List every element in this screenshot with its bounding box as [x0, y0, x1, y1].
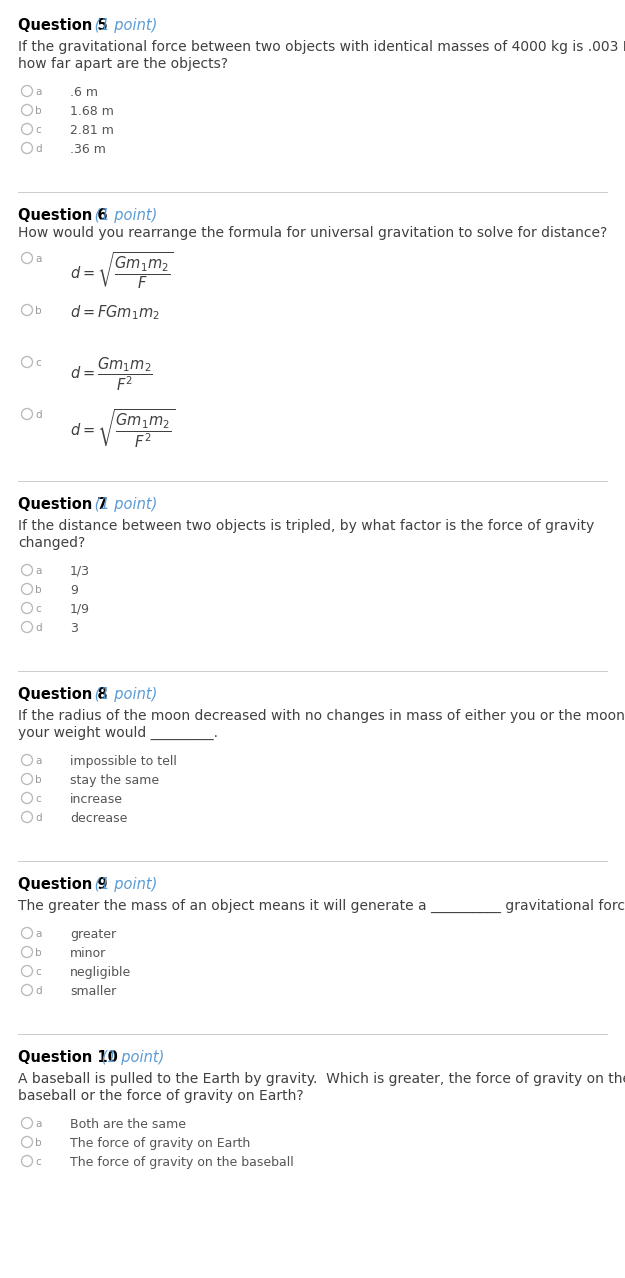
Text: $d = \sqrt{\dfrac{Gm_1m_2}{F}}$: $d = \sqrt{\dfrac{Gm_1m_2}{F}}$ — [70, 250, 174, 291]
Text: Question 6: Question 6 — [18, 208, 107, 222]
Text: (1 point): (1 point) — [98, 1051, 164, 1065]
Text: The greater the mass of an object means it will generate a __________ gravitatio: The greater the mass of an object means … — [18, 898, 625, 914]
Text: $d = FGm_1m_2$: $d = FGm_1m_2$ — [70, 303, 160, 322]
Text: decrease: decrease — [70, 812, 128, 826]
Text: Question 8: Question 8 — [18, 688, 107, 702]
Text: d: d — [35, 813, 42, 823]
Text: changed?: changed? — [18, 535, 85, 550]
Text: (1 point): (1 point) — [90, 18, 158, 33]
Text: 1.68 m: 1.68 m — [70, 105, 114, 118]
Text: d: d — [35, 987, 42, 996]
Text: 1/3: 1/3 — [70, 565, 90, 578]
Text: greater: greater — [70, 928, 116, 941]
Text: increase: increase — [70, 794, 123, 806]
Text: Question 9: Question 9 — [18, 877, 107, 892]
Text: 9: 9 — [70, 584, 78, 597]
Text: (1 point): (1 point) — [90, 208, 158, 222]
Text: c: c — [35, 125, 41, 135]
Text: .36 m: .36 m — [70, 143, 106, 156]
Text: How would you rearrange the formula for universal gravitation to solve for dista: How would you rearrange the formula for … — [18, 226, 608, 240]
Text: how far apart are the objects?: how far apart are the objects? — [18, 58, 228, 72]
Text: c: c — [35, 604, 41, 613]
Text: 1/9: 1/9 — [70, 603, 90, 616]
Text: Both are the same: Both are the same — [70, 1118, 186, 1131]
Text: a: a — [35, 1120, 41, 1128]
Text: (1 point): (1 point) — [90, 877, 158, 892]
Text: impossible to tell: impossible to tell — [70, 755, 177, 768]
Text: c: c — [35, 967, 41, 976]
Text: If the radius of the moon decreased with no changes in mass of either you or the: If the radius of the moon decreased with… — [18, 709, 625, 723]
Text: d: d — [35, 410, 42, 420]
Text: 2.81 m: 2.81 m — [70, 124, 114, 137]
Text: c: c — [35, 794, 41, 804]
Text: If the distance between two objects is tripled, by what factor is the force of g: If the distance between two objects is t… — [18, 519, 594, 533]
Text: A baseball is pulled to the Earth by gravity.  Which is greater, the force of gr: A baseball is pulled to the Earth by gra… — [18, 1072, 625, 1086]
Text: baseball or the force of gravity on Earth?: baseball or the force of gravity on Eart… — [18, 1089, 304, 1103]
Text: b: b — [35, 774, 42, 785]
Text: d: d — [35, 622, 42, 633]
Text: Question 5: Question 5 — [18, 18, 107, 33]
Text: The force of gravity on Earth: The force of gravity on Earth — [70, 1137, 250, 1150]
Text: 3: 3 — [70, 622, 78, 635]
Text: b: b — [35, 948, 42, 958]
Text: negligible: negligible — [70, 966, 131, 979]
Text: smaller: smaller — [70, 985, 116, 998]
Text: b: b — [35, 106, 42, 116]
Text: The force of gravity on the baseball: The force of gravity on the baseball — [70, 1157, 294, 1169]
Text: .6 m: .6 m — [70, 86, 98, 98]
Text: a: a — [35, 929, 41, 939]
Text: b: b — [35, 1137, 42, 1148]
Text: c: c — [35, 1157, 41, 1167]
Text: (1 point): (1 point) — [90, 688, 158, 702]
Text: $d = \dfrac{Gm_1m_2}{F^2}$: $d = \dfrac{Gm_1m_2}{F^2}$ — [70, 355, 153, 392]
Text: If the gravitational force between two objects with identical masses of 4000 kg : If the gravitational force between two o… — [18, 40, 625, 54]
Text: Question 7: Question 7 — [18, 497, 107, 512]
Text: b: b — [35, 585, 42, 596]
Text: d: d — [35, 144, 42, 155]
Text: (1 point): (1 point) — [90, 497, 158, 512]
Text: b: b — [35, 305, 42, 316]
Text: stay the same: stay the same — [70, 774, 159, 787]
Text: Question 10: Question 10 — [18, 1051, 118, 1065]
Text: $d = \sqrt{\dfrac{Gm_1m_2}{F^2}}$: $d = \sqrt{\dfrac{Gm_1m_2}{F^2}}$ — [70, 406, 175, 450]
Text: your weight would _________.: your weight would _________. — [18, 726, 218, 740]
Text: a: a — [35, 254, 41, 265]
Text: a: a — [35, 566, 41, 576]
Text: a: a — [35, 757, 41, 766]
Text: minor: minor — [70, 947, 106, 960]
Text: c: c — [35, 358, 41, 368]
Text: a: a — [35, 87, 41, 97]
